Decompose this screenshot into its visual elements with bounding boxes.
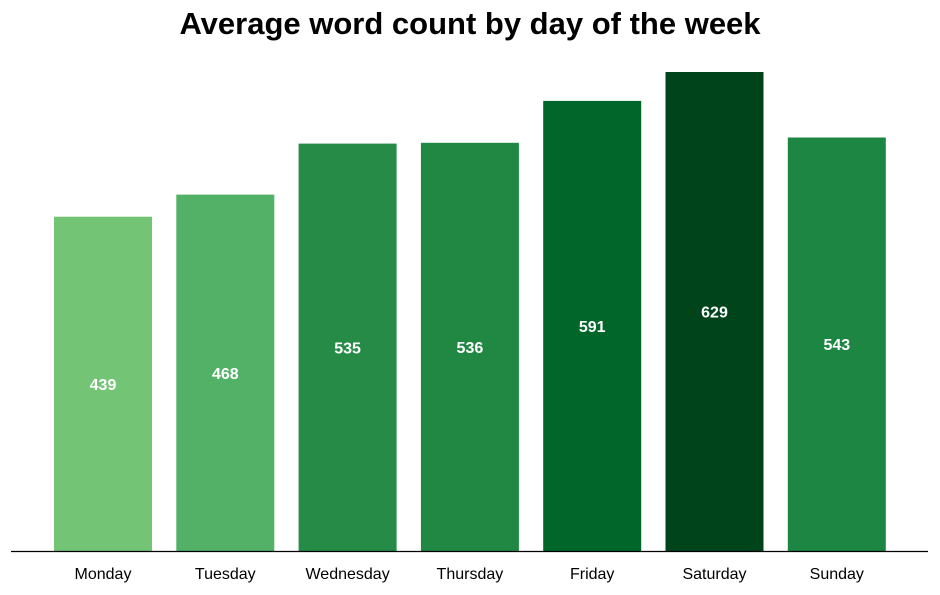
bar-wednesday — [298, 143, 397, 551]
data-label-monday: 439 — [90, 377, 117, 394]
x-tick-label-monday: Monday — [75, 566, 132, 583]
bar-tuesday — [176, 194, 275, 551]
x-tick-label-tuesday: Tuesday — [195, 566, 256, 583]
x-tick-label-wednesday: Wednesday — [305, 566, 389, 583]
bar-saturday — [665, 72, 764, 551]
data-label-tuesday: 468 — [212, 366, 239, 383]
x-tick-label-friday: Friday — [570, 566, 614, 583]
x-tick-labels-group: Monday Tuesday Wednesday Thursday Friday Satu… — [75, 566, 864, 583]
data-label-sunday: 543 — [823, 337, 850, 354]
bar-friday — [543, 100, 642, 552]
data-labels-group: 439 468 535 536 591 629 543 — [90, 305, 851, 394]
x-tick-label-sunday: Sunday — [810, 566, 864, 583]
data-label-saturday: 629 — [701, 305, 728, 322]
x-tick-label-thursday: Thursday — [437, 566, 504, 583]
chart-title: Average word count by day of the week — [179, 6, 761, 41]
bars-group — [54, 72, 886, 552]
data-label-wednesday: 535 — [334, 340, 361, 357]
x-tick-label-saturday: Saturday — [682, 566, 746, 583]
bar-thursday — [420, 142, 519, 552]
data-label-friday: 591 — [579, 319, 606, 336]
bar-sunday — [787, 137, 886, 551]
bar-monday — [54, 216, 152, 551]
data-label-thursday: 536 — [457, 340, 484, 357]
